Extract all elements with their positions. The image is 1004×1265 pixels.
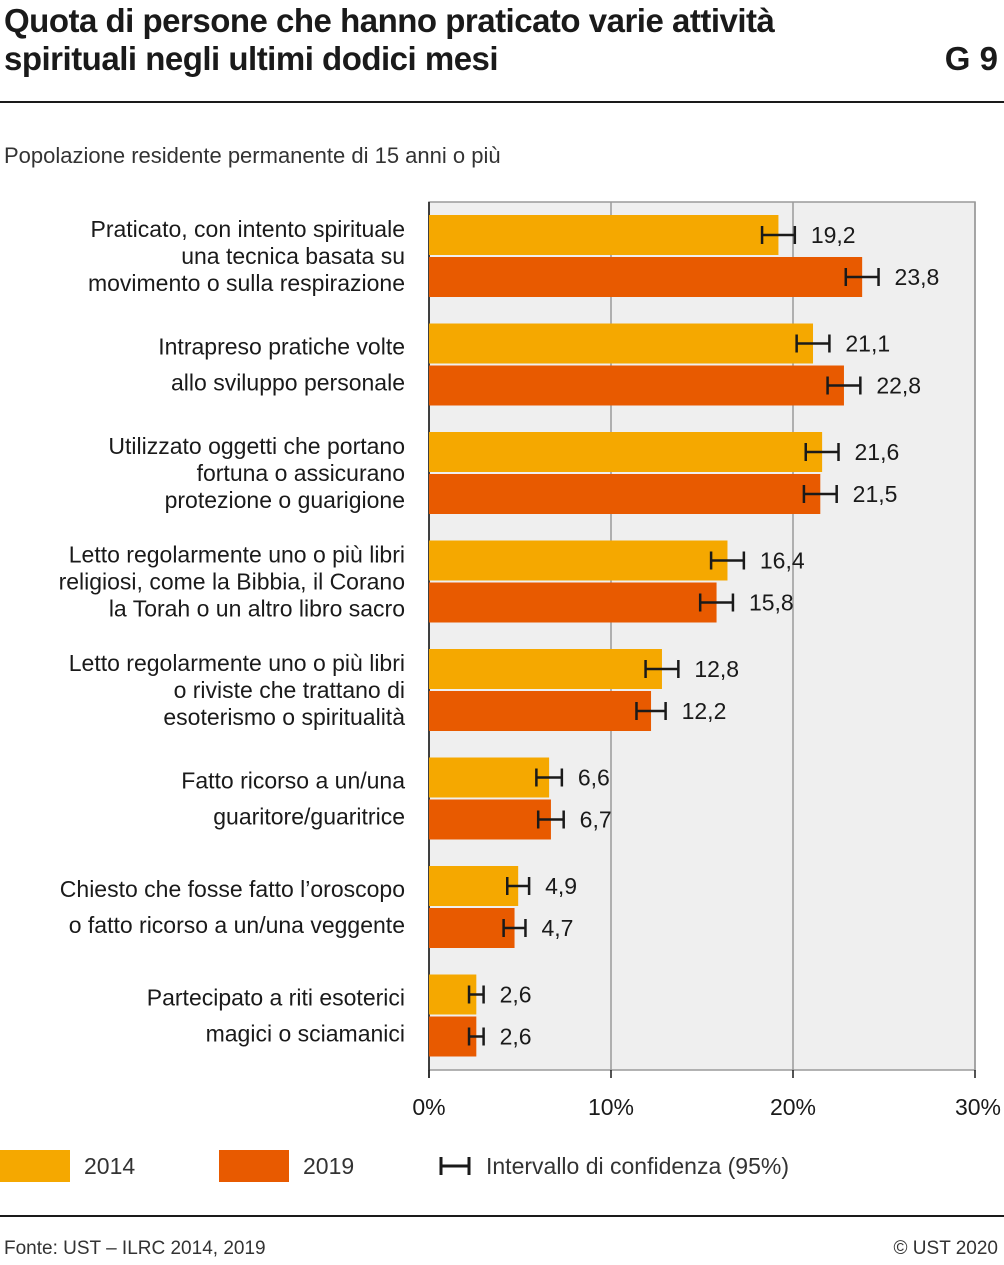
bar-2019	[429, 257, 863, 297]
x-tick-label: 20%	[770, 1094, 816, 1120]
category-label: protezione o guarigione	[165, 487, 405, 513]
data-label: 21,6	[855, 439, 900, 465]
category-label: esoterismo o spiritualità	[163, 704, 405, 730]
category-label: Letto regolarmente uno o più libri	[69, 650, 405, 676]
data-label: 21,1	[845, 331, 890, 357]
confidence-interval-icon	[439, 1157, 471, 1175]
bar-2019	[429, 691, 652, 731]
category-label: fortuna o assicurano	[197, 460, 405, 486]
data-label: 16,4	[760, 548, 805, 574]
bar-2014	[429, 432, 823, 472]
bar-2014	[429, 215, 779, 255]
data-label: 12,2	[682, 698, 727, 724]
category-label: magici o sciamanici	[206, 1021, 405, 1047]
category-label: Fatto ricorso a un/una	[181, 768, 405, 794]
category-label: o riviste che trattano di	[174, 677, 405, 703]
copyright-note: © UST 2020	[893, 1238, 998, 1259]
bar-2019	[429, 474, 821, 514]
bar-2019	[429, 908, 515, 948]
data-label: 2,6	[500, 982, 532, 1008]
legend-label-2014: 2014	[84, 1152, 136, 1179]
legend-item-ci: Intervallo di confidenza (95%)	[438, 1150, 789, 1182]
title-line-2: spirituali negli ultimi dodici mesi	[4, 40, 499, 77]
data-label: 6,6	[578, 765, 610, 791]
bar-chart: 0% 10% 20% 30% Praticato, con intento spirit…	[59, 201, 1001, 1120]
data-label: 4,9	[545, 873, 577, 899]
bar-2014	[429, 540, 728, 581]
graphic-number: G 9	[944, 40, 998, 77]
category-label: o fatto ricorso a un/una veggente	[69, 912, 405, 938]
bar-2014	[429, 649, 662, 689]
data-label: 21,5	[853, 481, 898, 507]
bottom-rule	[0, 1215, 1004, 1217]
data-label: 22,8	[876, 373, 921, 399]
data-label: 12,8	[694, 656, 739, 682]
data-label: 19,2	[811, 222, 856, 248]
bar-2019	[429, 582, 717, 623]
legend-label-ci: Intervallo di confidenza (95%)	[486, 1152, 789, 1179]
x-tick-label: 30%	[955, 1094, 1001, 1120]
legend-item-2014: 2014	[0, 1150, 135, 1182]
top-rule	[0, 101, 1004, 103]
data-label: 6,7	[580, 807, 612, 833]
bar-2014	[429, 866, 519, 906]
category-label: Praticato, con intento spirituale	[90, 216, 405, 242]
bar-2019	[429, 365, 844, 406]
category-label: Partecipato a riti esoterici	[147, 985, 405, 1011]
data-label: 2,6	[500, 1024, 532, 1050]
category-label: Utilizzato oggetti che portano	[108, 433, 405, 459]
chart-title: Quota di persone che hanno praticato var…	[4, 2, 904, 78]
category-label: movimento o sulla respirazione	[88, 270, 405, 296]
legend-item-2019: 2019	[219, 1150, 354, 1182]
title-line-1: Quota di persone che hanno praticato var…	[4, 2, 775, 39]
data-label: 15,8	[749, 590, 794, 616]
legend-swatch-2014	[0, 1150, 70, 1182]
x-tick-label: 0%	[412, 1094, 445, 1120]
category-label: Intrapreso pratiche volte	[158, 334, 405, 360]
chart-subtitle: Popolazione residente permanente di 15 a…	[4, 143, 501, 168]
data-label: 4,7	[541, 915, 573, 941]
source-note: Fonte: UST – ILRC 2014, 2019	[4, 1238, 266, 1259]
category-label: la Torah o un altro libro sacro	[109, 596, 405, 622]
category-label: Letto regolarmente uno o più libri	[69, 542, 405, 568]
x-tick-label: 10%	[588, 1094, 634, 1120]
legend-swatch-2019	[219, 1150, 289, 1182]
category-label: una tecnica basata su	[181, 243, 405, 269]
category-label: guaritore/guaritrice	[213, 804, 405, 830]
data-label: 23,8	[895, 264, 940, 290]
category-label: Chiesto che fosse fatto l’oroscopo	[60, 876, 405, 902]
bar-2014	[429, 323, 814, 364]
category-label: allo sviluppo personale	[171, 370, 405, 396]
bar-2014	[429, 757, 550, 798]
legend-label-2019: 2019	[303, 1152, 355, 1179]
bar-2019	[429, 799, 551, 840]
category-label: religiosi, come la Bibbia, il Corano	[59, 569, 405, 595]
